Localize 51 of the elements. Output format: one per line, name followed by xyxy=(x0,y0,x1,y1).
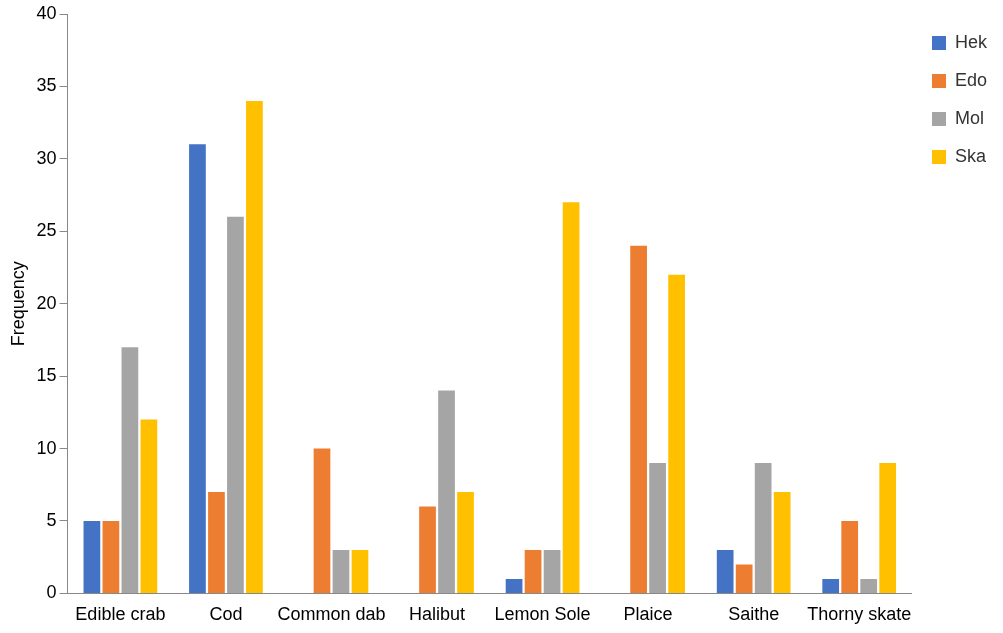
bar xyxy=(121,347,139,593)
bar xyxy=(735,564,753,593)
y-tick-label: 20 xyxy=(36,292,57,313)
bar xyxy=(83,520,101,593)
y-tick-label: 35 xyxy=(36,75,57,96)
y-tick-label: 25 xyxy=(36,220,57,241)
bar xyxy=(208,492,225,593)
legend-label: Mol xyxy=(954,107,984,128)
bar xyxy=(457,492,474,593)
bar xyxy=(649,463,666,593)
legend-label: Ska xyxy=(954,145,987,166)
bar xyxy=(438,390,455,593)
y-axis-title: Frequency xyxy=(7,261,28,347)
bar xyxy=(102,520,120,593)
x-tick-label: Common dab xyxy=(277,604,386,625)
bar xyxy=(841,520,859,593)
x-tick-label: Halibut xyxy=(409,604,466,625)
bar xyxy=(773,492,791,593)
bar xyxy=(332,549,350,593)
bar xyxy=(140,419,158,593)
y-tick-label: 15 xyxy=(36,365,57,386)
bar xyxy=(313,448,331,593)
x-tick-label: Cod xyxy=(209,604,243,625)
x-tick-label: Lemon Sole xyxy=(494,604,591,625)
bar xyxy=(879,463,897,593)
y-tick-label: 0 xyxy=(46,582,57,603)
legend-label: Edo xyxy=(954,69,987,90)
bar xyxy=(562,202,580,593)
bar xyxy=(419,506,436,593)
bar xyxy=(351,549,369,593)
bar xyxy=(754,463,772,593)
y-tick-label: 5 xyxy=(46,509,57,530)
bar xyxy=(630,245,647,593)
bar xyxy=(822,578,840,593)
y-tick-label: 10 xyxy=(36,437,57,458)
bar xyxy=(246,100,263,593)
legend-label: Hek xyxy=(954,31,988,52)
bar xyxy=(543,549,561,593)
bar xyxy=(668,274,685,593)
x-tick-label: Saithe xyxy=(728,604,780,625)
bar xyxy=(189,144,206,593)
y-tick-label: 30 xyxy=(36,147,57,168)
x-tick-label: Plaice xyxy=(623,604,673,625)
y-tick-label: 40 xyxy=(36,2,57,23)
x-tick-label: Thorny skate xyxy=(807,604,912,625)
bar xyxy=(505,578,523,593)
bar xyxy=(227,216,244,593)
x-tick-label: Edible crab xyxy=(75,604,166,625)
bar xyxy=(860,578,878,593)
bar xyxy=(716,549,734,593)
bar xyxy=(524,549,542,593)
